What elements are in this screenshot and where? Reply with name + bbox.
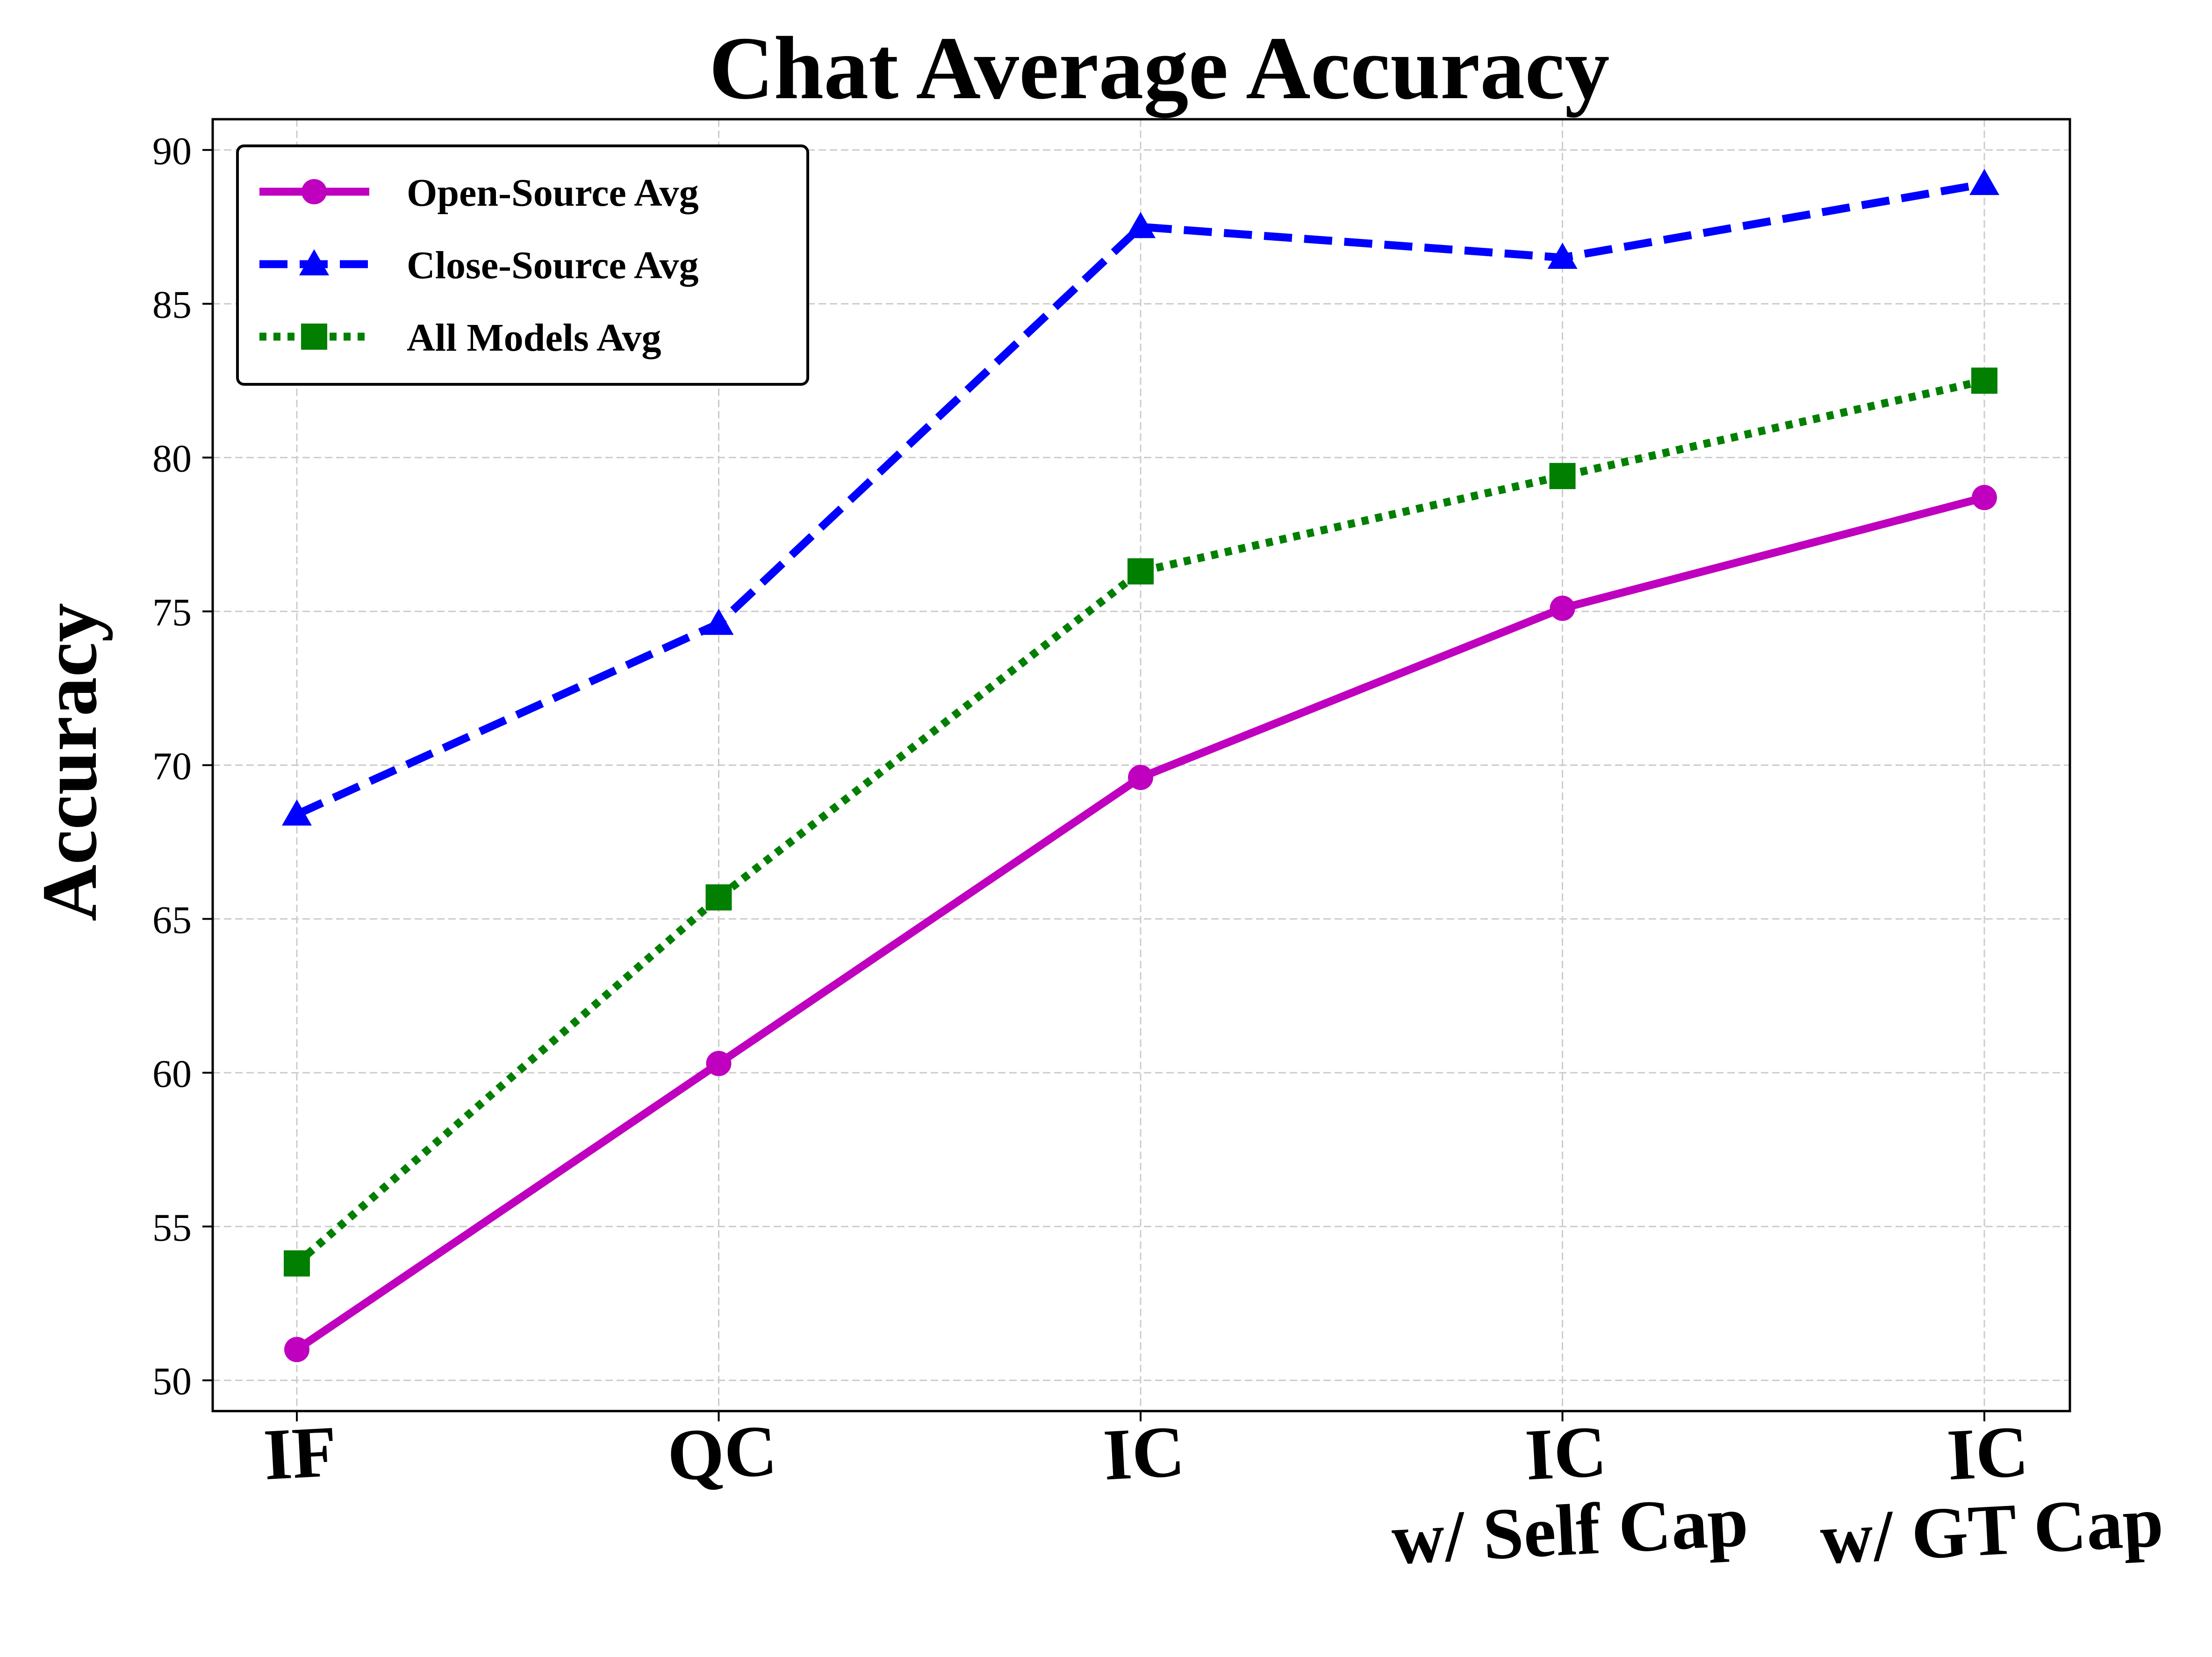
data-point-square [284, 1250, 310, 1277]
series-layer [282, 169, 1999, 1362]
data-point-square [1549, 463, 1576, 490]
x-axis: IF QC IC ICw/ Self Cap ICw/ GT Cap [262, 1403, 2165, 1580]
legend-item: All Models Avg [259, 316, 661, 360]
x-tick-label: ICw/ GT Cap [1814, 1404, 2165, 1579]
legend-item: Close-Source Avg [259, 244, 699, 287]
legend-item: Open-Source Avg [259, 171, 699, 215]
y-tick-label: 60 [152, 1052, 192, 1095]
data-point-circle [706, 1051, 732, 1076]
y-tick-label: 70 [152, 745, 192, 788]
legend-label: Open-Source Avg [407, 171, 699, 215]
legend: Open-Source Avg Close-Source Avg All Model… [236, 144, 809, 386]
data-point-circle [284, 1337, 309, 1362]
series-close-source-avg [282, 169, 1999, 826]
y-tick-label: 90 [152, 130, 192, 173]
data-point-triangle [1547, 243, 1578, 269]
legend-box [236, 144, 809, 386]
y-tick-label: 55 [152, 1206, 192, 1249]
data-point-circle [1128, 764, 1153, 790]
y-tick-label: 65 [152, 898, 192, 942]
x-tick-label: ICw/ Self Cap [1386, 1403, 1750, 1579]
data-point-square [705, 884, 732, 911]
data-point-triangle [299, 249, 329, 275]
data-point-circle [1972, 485, 1997, 511]
chart-title: Chat Average Accuracy [709, 18, 1610, 118]
x-tick-label: IF [262, 1411, 339, 1495]
data-point-square [1971, 367, 1997, 394]
data-point-square [1128, 558, 1154, 585]
data-point-triangle [704, 608, 734, 635]
legend-label: All Models Avg [407, 316, 661, 360]
y-tick-label: 85 [152, 283, 192, 327]
data-point-square [301, 324, 327, 350]
y-tick-label: 50 [152, 1360, 192, 1403]
data-point-circle [302, 179, 327, 204]
y-tick-label: 80 [152, 437, 192, 481]
series-line [295, 180, 1985, 818]
data-point-triangle [1126, 212, 1156, 238]
legend-label: Close-Source Avg [407, 244, 699, 287]
y-tick-label: 75 [152, 591, 192, 634]
y-axis-label: Accuracy [26, 603, 113, 921]
data-point-circle [1550, 595, 1575, 621]
x-tick-label: IC [1101, 1411, 1186, 1496]
y-axis: 50 55 60 65 70 75 80 85 90 [152, 130, 213, 1403]
x-tick-label: QC [665, 1410, 779, 1496]
series-all-models-avg [284, 367, 1997, 1277]
series-open-source-avg [284, 485, 1997, 1362]
data-point-triangle [282, 799, 312, 826]
data-point-triangle [1969, 169, 1999, 195]
